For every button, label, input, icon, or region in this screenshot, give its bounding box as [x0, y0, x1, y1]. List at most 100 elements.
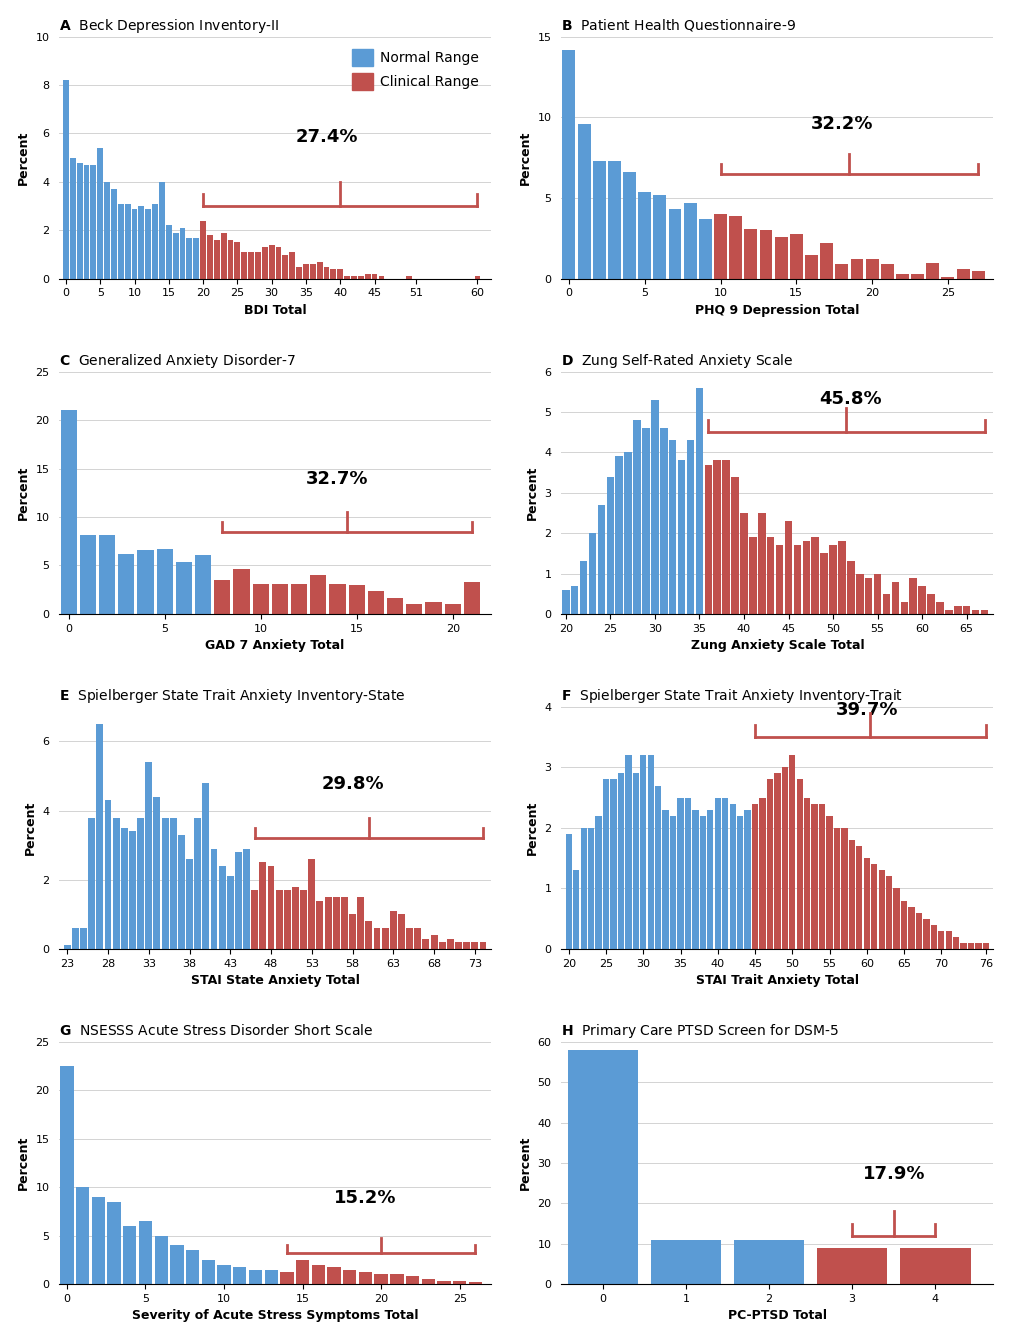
Bar — [983, 943, 989, 949]
Bar — [296, 266, 302, 279]
Bar — [464, 582, 480, 613]
Text: 45.8%: 45.8% — [820, 390, 883, 408]
Bar — [218, 866, 225, 949]
Bar — [686, 441, 695, 613]
Bar — [926, 262, 939, 279]
Bar — [387, 599, 403, 613]
Bar — [173, 233, 179, 279]
Bar — [235, 242, 241, 279]
Bar — [243, 849, 250, 949]
Bar — [923, 919, 929, 949]
X-axis label: PHQ 9 Depression Total: PHQ 9 Depression Total — [696, 304, 859, 317]
Bar — [767, 537, 774, 613]
Bar — [333, 897, 340, 949]
Bar — [864, 577, 872, 613]
Bar — [850, 260, 863, 279]
Bar — [269, 245, 275, 279]
Y-axis label: Percent: Percent — [16, 466, 29, 520]
Bar — [648, 755, 654, 949]
Bar — [567, 1050, 638, 1284]
Y-axis label: Percent: Percent — [519, 1135, 532, 1190]
Bar — [785, 521, 793, 613]
X-axis label: Zung Anxiety Scale Total: Zung Anxiety Scale Total — [691, 639, 864, 652]
Bar — [330, 584, 346, 613]
Bar — [670, 815, 676, 949]
Bar — [186, 1251, 199, 1284]
Bar — [740, 513, 748, 613]
Bar — [70, 158, 76, 279]
Bar — [406, 276, 411, 279]
Bar — [820, 244, 833, 279]
Bar — [276, 890, 283, 949]
Bar — [162, 818, 169, 949]
Bar — [790, 233, 803, 279]
Bar — [700, 815, 706, 949]
Bar — [976, 943, 982, 949]
Bar — [343, 1269, 357, 1284]
Bar — [349, 915, 356, 949]
Bar — [316, 901, 324, 949]
Bar — [731, 477, 739, 613]
Bar — [255, 252, 261, 279]
Bar — [186, 860, 193, 949]
Bar — [865, 260, 879, 279]
Bar — [121, 828, 127, 949]
Bar — [953, 937, 959, 949]
Bar — [202, 783, 209, 949]
Bar — [580, 561, 587, 613]
Bar — [378, 276, 384, 279]
Bar — [155, 1236, 168, 1284]
Bar — [829, 545, 837, 613]
Text: 32.7%: 32.7% — [306, 470, 369, 487]
Bar — [722, 461, 730, 613]
Bar — [834, 828, 840, 949]
Bar — [123, 1227, 136, 1284]
Bar — [819, 803, 825, 949]
Bar — [390, 1275, 403, 1284]
X-axis label: GAD 7 Anxiety Total: GAD 7 Anxiety Total — [205, 639, 345, 652]
Text: $\bf{E}$  Spielberger State Trait Anxiety Inventory-State: $\bf{E}$ Spielberger State Trait Anxiety… — [59, 687, 405, 704]
Bar — [137, 550, 154, 613]
Text: $\bf{A}$  Beck Depression Inventory-II: $\bf{A}$ Beck Depression Inventory-II — [59, 16, 279, 35]
Bar — [677, 798, 683, 949]
Bar — [901, 601, 908, 613]
Bar — [803, 541, 810, 613]
Bar — [201, 1260, 215, 1284]
Bar — [758, 513, 765, 613]
Bar — [595, 815, 602, 949]
Bar — [640, 755, 646, 949]
Bar — [235, 852, 242, 949]
Bar — [445, 604, 461, 613]
Bar — [838, 541, 846, 613]
Bar — [910, 577, 917, 613]
Bar — [194, 818, 201, 949]
Bar — [104, 182, 110, 279]
X-axis label: BDI Total: BDI Total — [244, 304, 306, 317]
Bar — [338, 269, 343, 279]
Bar — [856, 846, 862, 949]
Bar — [766, 779, 773, 949]
Bar — [272, 584, 288, 613]
Bar — [207, 236, 213, 279]
Bar — [775, 545, 784, 613]
Bar — [625, 453, 632, 613]
Bar — [618, 774, 624, 949]
Bar — [616, 457, 623, 613]
Bar — [562, 50, 575, 279]
Bar — [280, 1272, 293, 1284]
Bar — [848, 840, 855, 949]
Bar — [398, 915, 405, 949]
Bar — [316, 262, 323, 279]
Bar — [129, 832, 135, 949]
Bar — [737, 815, 743, 949]
Bar — [790, 755, 796, 949]
Bar — [170, 1245, 184, 1284]
Bar — [684, 798, 692, 949]
Bar — [668, 209, 681, 279]
Bar — [324, 266, 330, 279]
Bar — [874, 573, 882, 613]
Bar — [63, 80, 69, 279]
Bar — [415, 928, 422, 949]
Bar — [300, 890, 307, 949]
Bar — [900, 1248, 971, 1284]
